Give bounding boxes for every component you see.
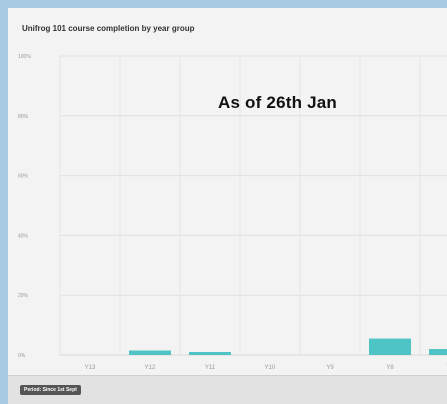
chart-bars — [129, 338, 447, 355]
x-tick-label: Y8 — [386, 365, 394, 371]
x-tick-label: Y12 — [145, 365, 156, 371]
bar-y8 — [369, 338, 411, 355]
y-tick-label: 0% — [18, 353, 26, 359]
chart-grid — [59, 55, 447, 356]
x-tick-label: Y9 — [326, 365, 334, 371]
bar-y7 — [429, 349, 447, 355]
x-tick-label: Y10 — [265, 365, 276, 371]
bar-y11 — [189, 352, 231, 355]
y-tick-label: 60% — [18, 174, 29, 180]
bar-y12 — [129, 350, 171, 355]
chart-title: Unifrog 101 course completion by year gr… — [22, 24, 195, 33]
period-badge[interactable]: Period: Since 1st Sept — [20, 385, 81, 395]
date-annotation: As of 26th Jan — [218, 93, 337, 112]
chart-card: Unifrog 101 course completion by year gr… — [8, 8, 447, 404]
y-tick-label: 100% — [18, 54, 31, 60]
x-tick-label: Y11 — [205, 365, 216, 371]
y-tick-label: 20% — [18, 293, 29, 299]
x-tick-label: Y13 — [85, 365, 96, 371]
chart-footer: Period: Since 1st Sept — [8, 375, 447, 404]
chart-plot: 0%20%40%60%80%100% Y13Y12Y11Y10Y9Y8Y7 — [18, 54, 447, 371]
x-axis-ticks: Y13Y12Y11Y10Y9Y8Y7 — [85, 365, 447, 371]
y-tick-label: 80% — [18, 114, 29, 120]
y-tick-label: 40% — [18, 233, 29, 239]
y-axis-ticks: 0% 20% 40% 60% 80% 100% — [18, 54, 31, 359]
